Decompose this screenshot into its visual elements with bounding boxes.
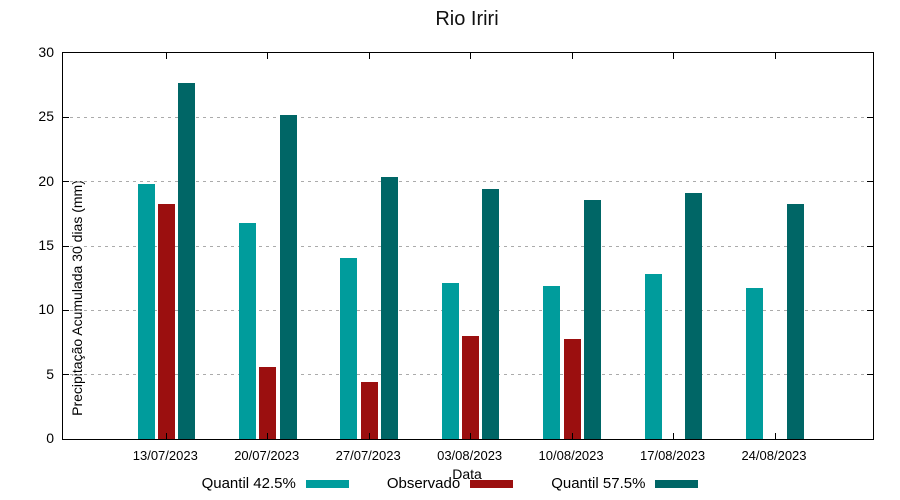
- legend-swatch: [655, 479, 699, 488]
- bar-quantil-42-5-: [644, 274, 662, 439]
- legend: Quantil 42.5% Observado Quantil 57.5%: [0, 475, 900, 492]
- bar-quantil-57-5-: [381, 177, 398, 439]
- y-tick-mark: [63, 181, 69, 183]
- gridline: [63, 116, 873, 118]
- y-tick-mark: [867, 309, 873, 311]
- bar-quantil-42-5-: [137, 184, 155, 439]
- x-tick-mark: [368, 433, 370, 439]
- y-tick-mark: [867, 245, 873, 247]
- x-tick-mark: [470, 53, 472, 59]
- x-tick-label: 03/08/2023: [437, 448, 503, 463]
- bar-observado: [563, 339, 581, 439]
- bar-quantil-42-5-: [746, 288, 764, 439]
- bar-observado: [462, 336, 480, 439]
- x-tick-label: 13/07/2023: [132, 448, 198, 463]
- y-tick-label: 25: [38, 108, 54, 125]
- y-axis-label: Precipitação Acumulada 30 dias (mm): [69, 180, 85, 416]
- plot-area: Precipitação Acumulada 30 dias (mm): [62, 52, 874, 440]
- bar-quantil-57-5-: [279, 115, 297, 439]
- y-tick-label: 15: [38, 237, 54, 253]
- y-tick-mark: [867, 181, 873, 183]
- y-tick-mark: [867, 374, 873, 376]
- y-tick-label: 10: [38, 301, 54, 318]
- x-tick-label: 27/07/2023: [335, 448, 401, 463]
- y-tick-mark: [63, 374, 69, 376]
- x-tick-mark: [368, 53, 370, 59]
- y-tick-label: 0: [46, 430, 54, 446]
- gridline: [63, 245, 873, 247]
- x-tick-mark: [571, 53, 573, 59]
- legend-swatch: [470, 479, 514, 488]
- x-tick-mark: [774, 433, 776, 439]
- x-tick-label: 17/08/2023: [640, 448, 706, 463]
- legend-label: Quantil 42.5%: [201, 475, 296, 492]
- bar-quantil-42-5-: [340, 258, 358, 439]
- bar-observado: [157, 204, 175, 439]
- legend-swatch: [305, 479, 349, 488]
- bar-observado: [360, 382, 378, 439]
- gridline: [63, 309, 873, 311]
- y-tick-mark: [63, 245, 69, 247]
- x-tick-mark: [673, 53, 675, 59]
- x-tick-mark: [774, 53, 776, 59]
- legend-label: Quantil 57.5%: [551, 475, 646, 492]
- x-tick-mark: [267, 53, 269, 59]
- x-tick-mark: [165, 433, 167, 439]
- bar-quantil-57-5-: [178, 83, 196, 439]
- x-tick-mark: [267, 433, 269, 439]
- bar-quantil-57-5-: [786, 204, 804, 439]
- gridline: [63, 181, 873, 183]
- y-tick-label: 30: [38, 44, 54, 60]
- x-tick-mark: [673, 433, 675, 439]
- x-tick-mark: [470, 433, 472, 439]
- y-tick-label: 20: [38, 172, 54, 189]
- x-axis-label: Data: [452, 466, 482, 482]
- bar-quantil-57-5-: [583, 200, 601, 439]
- x-tick-mark: [571, 433, 573, 439]
- bar-quantil-42-5-: [238, 223, 256, 439]
- y-tick-mark: [63, 116, 69, 118]
- y-tick-label: 5: [46, 365, 54, 382]
- bar-observado: [259, 367, 277, 439]
- x-tick-label: 10/08/2023: [538, 448, 604, 463]
- y-tick-mark: [867, 116, 873, 118]
- x-tick-label: 24/08/2023: [741, 448, 807, 463]
- bar-quantil-42-5-: [441, 283, 459, 439]
- legend-item: Quantil 42.5%: [202, 475, 349, 492]
- bar-quantil-42-5-: [543, 286, 561, 439]
- y-tick-mark: [63, 309, 69, 311]
- legend-item: Quantil 57.5%: [551, 475, 699, 492]
- legend-label: Observado: [386, 475, 461, 492]
- x-tick-label: 20/07/2023: [234, 448, 300, 463]
- bar-quantil-57-5-: [685, 193, 703, 439]
- chart-title: Rio Iriri: [435, 8, 499, 30]
- bar-quantil-57-5-: [482, 189, 500, 439]
- legend-item: Observado: [386, 475, 514, 492]
- x-tick-mark: [165, 53, 167, 59]
